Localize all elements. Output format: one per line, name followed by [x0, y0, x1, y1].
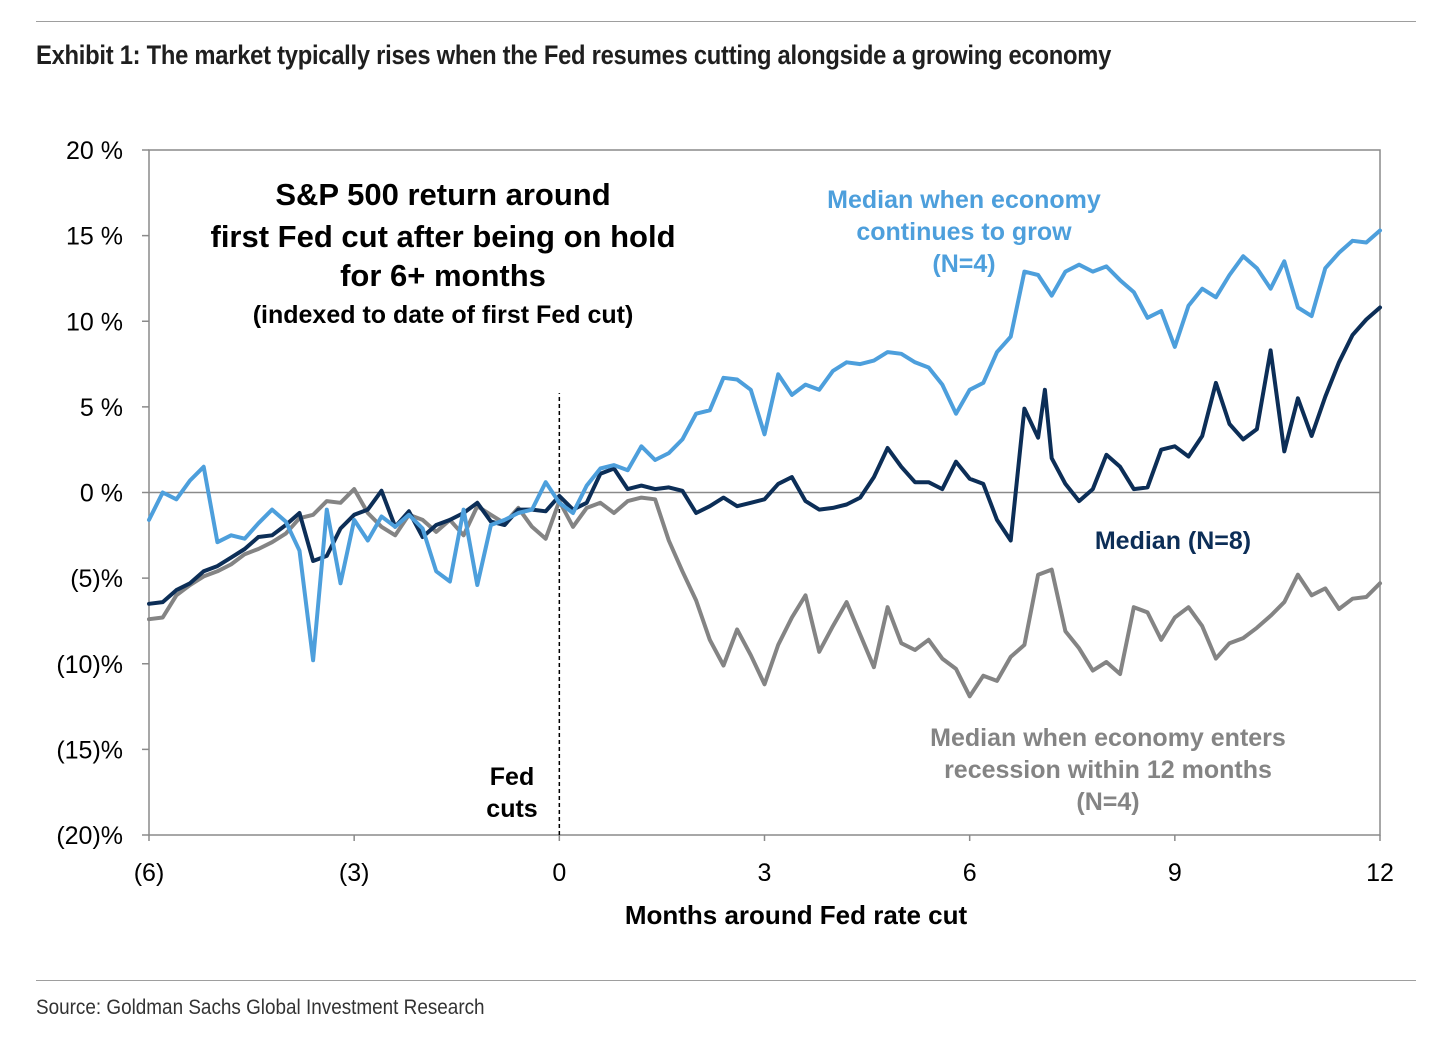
x-axis-title: Months around Fed rate cut	[625, 900, 968, 930]
exhibit-title: Exhibit 1: The market typically rises wh…	[36, 40, 1112, 70]
series-line-median	[147, 305, 1382, 606]
chart-title-line-1: S&P 500 return around	[275, 177, 610, 212]
label-median: Median (N=8)	[1095, 527, 1251, 555]
chart-title-line-3: for 6+ months	[340, 258, 546, 293]
label-recession-line-1: Median when economy enters	[930, 724, 1286, 752]
y-tick-label: (10)%	[56, 651, 123, 679]
label-recession-line-3: (N=4)	[1076, 788, 1139, 816]
line-chart: 20 % 15 % 10 % 5 % 0 % (5)% (10)% (15)% (20)% (6…	[56, 137, 1394, 930]
x-tick-label: 9	[1168, 859, 1182, 887]
x-tick-label: 0	[552, 859, 566, 887]
y-tick-label: (5)%	[70, 565, 123, 593]
fed-cuts-label-line-2: cuts	[486, 795, 537, 823]
x-axis-ticks: (6) (3) 0 3 6 9 12	[134, 835, 1394, 887]
plot-area: 20 % 15 % 10 % 5 % 0 % (5)% (10)% (15)% (20)% (6…	[56, 137, 1394, 887]
x-tick-label: 6	[963, 859, 977, 887]
y-tick-label: 15 %	[66, 223, 123, 251]
source-note: Source: Goldman Sachs Global Investment …	[36, 996, 485, 1019]
bottom-rule	[36, 980, 1416, 981]
x-tick-label: (6)	[134, 859, 165, 887]
series-line-recession	[147, 487, 1382, 699]
y-tick-label: 20 %	[66, 137, 123, 165]
label-recession-line-2: recession within 12 months	[944, 756, 1272, 784]
label-growing-line-3: (N=4)	[932, 250, 995, 278]
fed-cuts-label-line-1: Fed	[490, 763, 534, 791]
y-tick-label: (20)%	[56, 822, 123, 850]
x-tick-label: 3	[758, 859, 772, 887]
y-tick-label: 10 %	[66, 308, 123, 336]
chart-title-line-2: first Fed cut after being on hold	[211, 219, 676, 254]
x-tick-label: 12	[1366, 859, 1394, 887]
series-line-growing	[147, 228, 1382, 663]
label-growing-line-1: Median when economy	[827, 186, 1101, 214]
y-tick-label: 0 %	[80, 480, 123, 508]
top-rule	[36, 21, 1416, 22]
series-lines	[147, 228, 1382, 699]
label-growing-line-2: continues to grow	[856, 218, 1072, 246]
chart-subtitle: (indexed to date of first Fed cut)	[253, 301, 634, 329]
y-tick-label: (15)%	[56, 736, 123, 764]
x-tick-label: (3)	[339, 859, 370, 887]
y-axis-ticks: 20 % 15 % 10 % 5 % 0 % (5)% (10)% (15)% (20)%	[56, 137, 149, 850]
y-tick-label: 5 %	[80, 394, 123, 422]
